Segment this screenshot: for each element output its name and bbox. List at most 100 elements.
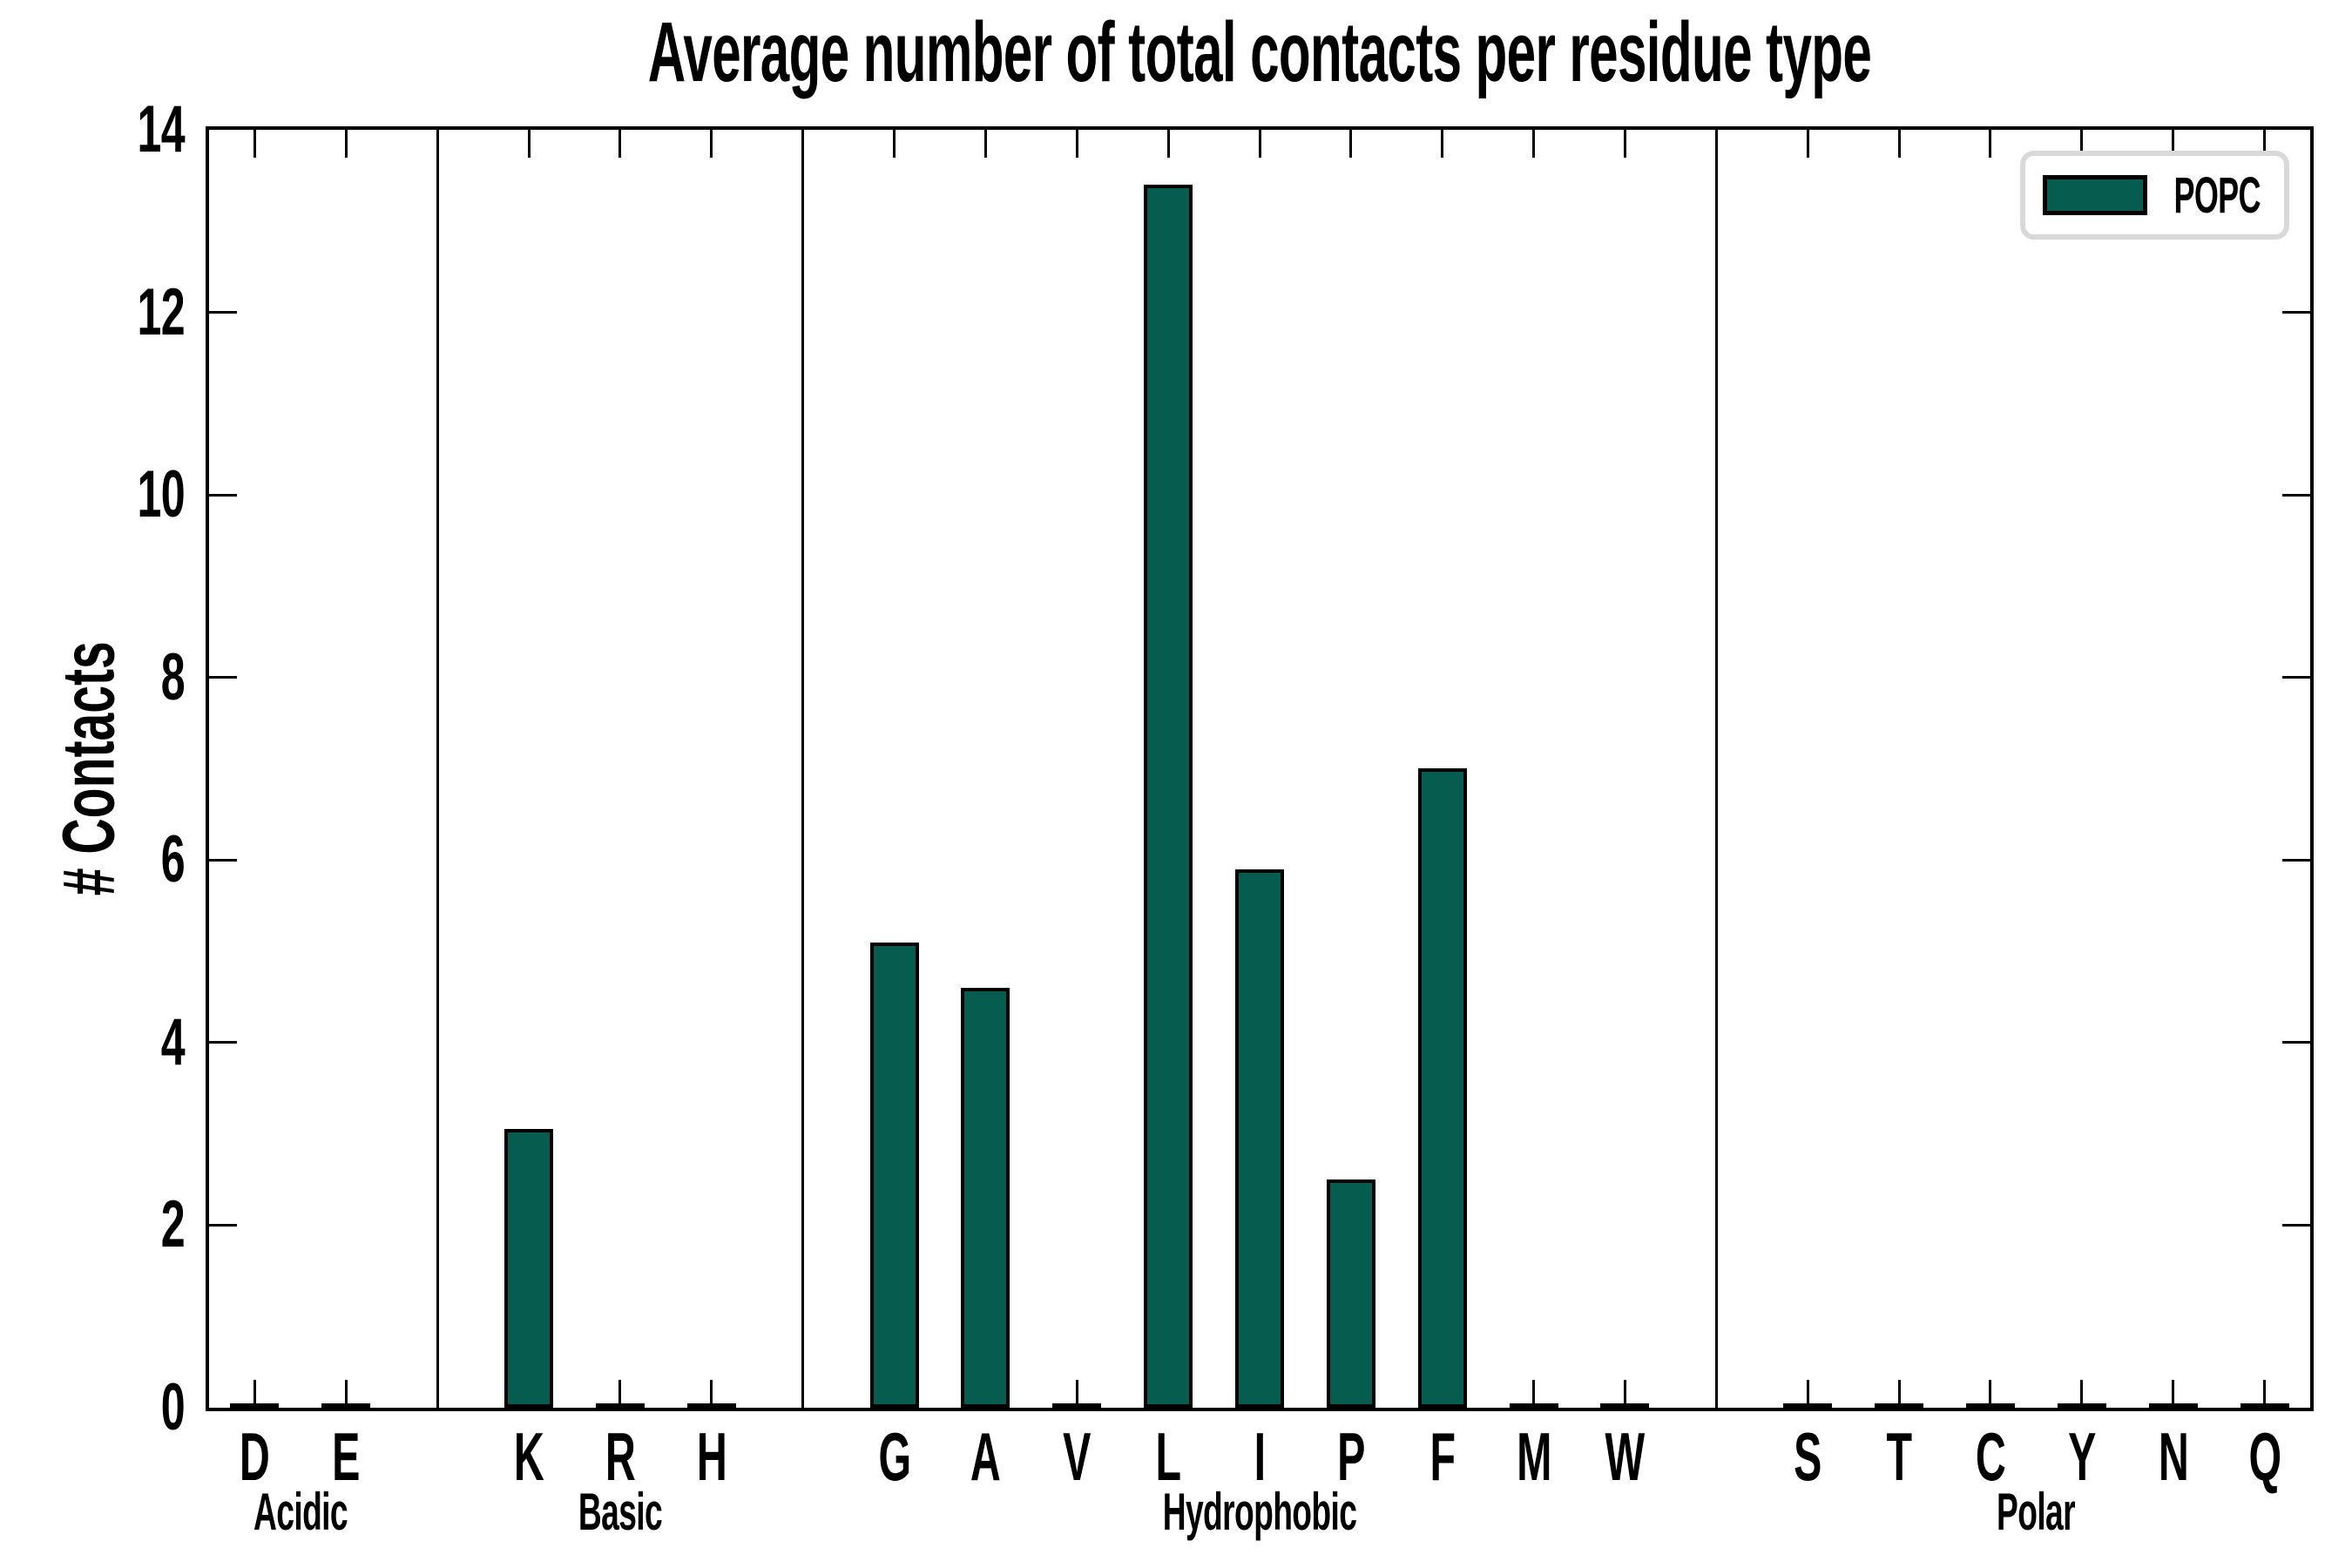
bar-L	[1144, 185, 1193, 1408]
bar-V	[1052, 1403, 1102, 1408]
x-tick-bottom	[2080, 1380, 2084, 1408]
y-tick-label-4: 4	[160, 1004, 186, 1079]
y-tick-label-14: 14	[137, 92, 186, 166]
x-tick-label-T: T	[1886, 1418, 1913, 1495]
x-tick-bottom	[1989, 1380, 1992, 1408]
group-label-hydrophobic: Hydrophobic	[1162, 1483, 1357, 1541]
bar-R	[595, 1403, 645, 1408]
x-tick-label-I: I	[1254, 1418, 1266, 1495]
x-tick-top	[1075, 130, 1078, 158]
x-tick-top	[2263, 130, 2267, 158]
legend: POPC	[2020, 151, 2289, 240]
bar-Y	[2057, 1403, 2106, 1408]
x-tick-top	[253, 130, 256, 158]
x-tick-label-L: L	[1155, 1418, 1182, 1495]
bar-I	[1235, 869, 1284, 1408]
bar-W	[1600, 1403, 1650, 1408]
x-tick-label-E: E	[332, 1418, 361, 1495]
x-tick-label-P: P	[1337, 1418, 1365, 1495]
x-tick-top	[1897, 130, 1901, 158]
x-tick-label-W: W	[1605, 1418, 1646, 1495]
x-tick-bottom	[2263, 1380, 2267, 1408]
y-tick-left	[209, 311, 237, 314]
x-tick-top	[893, 130, 896, 158]
x-tick-bottom	[1075, 1380, 1078, 1408]
y-tick-right	[2282, 493, 2310, 497]
x-tick-label-A: A	[970, 1418, 1001, 1495]
x-tick-label-H: H	[696, 1418, 727, 1495]
x-tick-label-Q: Q	[2248, 1418, 2281, 1495]
x-tick-bottom	[1897, 1380, 1901, 1408]
x-tick-label-S: S	[1794, 1418, 1822, 1495]
group-label-acidic: Acidic	[253, 1483, 348, 1541]
y-tick-right	[2282, 858, 2310, 862]
plot-area	[206, 126, 2314, 1411]
bar-N	[2148, 1403, 2198, 1408]
bar-K	[504, 1129, 554, 1408]
x-tick-top	[1166, 130, 1170, 158]
x-tick-top	[1806, 130, 1809, 158]
y-tick-left	[209, 1223, 237, 1227]
bar-H	[686, 1403, 736, 1408]
x-tick-label-R: R	[605, 1418, 636, 1495]
group-divider-line	[436, 130, 439, 1408]
y-tick-label-12: 12	[137, 274, 186, 349]
chart-title: Average number of total contacts per res…	[647, 4, 1872, 99]
legend-popc-swatch	[2043, 175, 2147, 215]
y-tick-label-0: 0	[160, 1370, 186, 1444]
x-tick-top	[2080, 130, 2084, 158]
y-tick-right	[2282, 1041, 2310, 1044]
bar-S	[1783, 1403, 1833, 1408]
x-tick-top	[344, 130, 348, 158]
y-tick-left	[209, 676, 237, 679]
x-tick-top	[1349, 130, 1353, 158]
y-tick-left	[209, 858, 237, 862]
bar-A	[961, 988, 1010, 1408]
bar-G	[869, 943, 919, 1408]
x-tick-label-M: M	[1516, 1418, 1551, 1495]
x-tick-label-N: N	[2158, 1418, 2189, 1495]
x-tick-top	[1989, 130, 1992, 158]
y-tick-label-10: 10	[137, 457, 186, 532]
x-tick-bottom	[1806, 1380, 1809, 1408]
bar-T	[1875, 1403, 1924, 1408]
x-tick-label-F: F	[1429, 1418, 1456, 1495]
group-label-basic: Basic	[578, 1483, 663, 1541]
x-tick-bottom	[253, 1380, 256, 1408]
x-tick-top	[1623, 130, 1626, 158]
x-tick-top	[1441, 130, 1444, 158]
bar-C	[1965, 1403, 2015, 1408]
bar-F	[1417, 768, 1467, 1408]
x-tick-top	[983, 130, 987, 158]
x-tick-label-Y: Y	[2067, 1418, 2096, 1495]
y-tick-right	[2282, 1223, 2310, 1227]
y-tick-label-8: 8	[160, 639, 186, 714]
bar-D	[230, 1403, 280, 1408]
bar-Q	[2240, 1403, 2289, 1408]
y-tick-left	[209, 1041, 237, 1044]
y-tick-left	[209, 493, 237, 497]
x-tick-bottom	[1623, 1380, 1626, 1408]
group-label-polar: Polar	[1997, 1483, 2076, 1541]
x-tick-bottom	[344, 1380, 348, 1408]
x-tick-label-C: C	[1975, 1418, 2006, 1495]
x-tick-bottom	[2172, 1380, 2175, 1408]
bar-E	[321, 1403, 371, 1408]
y-tick-label-2: 2	[160, 1187, 186, 1262]
x-tick-label-V: V	[1063, 1418, 1092, 1495]
y-tick-label-6: 6	[160, 822, 186, 897]
x-tick-bottom	[618, 1380, 622, 1408]
x-tick-bottom	[710, 1380, 713, 1408]
x-tick-label-G: G	[878, 1418, 911, 1495]
x-tick-top	[2172, 130, 2175, 158]
y-tick-right	[2282, 311, 2310, 314]
bar-P	[1326, 1179, 1375, 1408]
y-tick-right	[2282, 676, 2310, 679]
x-tick-top	[618, 130, 622, 158]
x-tick-bottom	[1532, 1380, 1536, 1408]
bar-M	[1509, 1403, 1558, 1408]
x-tick-top	[710, 130, 713, 158]
x-tick-label-D: D	[240, 1418, 270, 1495]
legend-popc-label: POPC	[2173, 166, 2261, 224]
